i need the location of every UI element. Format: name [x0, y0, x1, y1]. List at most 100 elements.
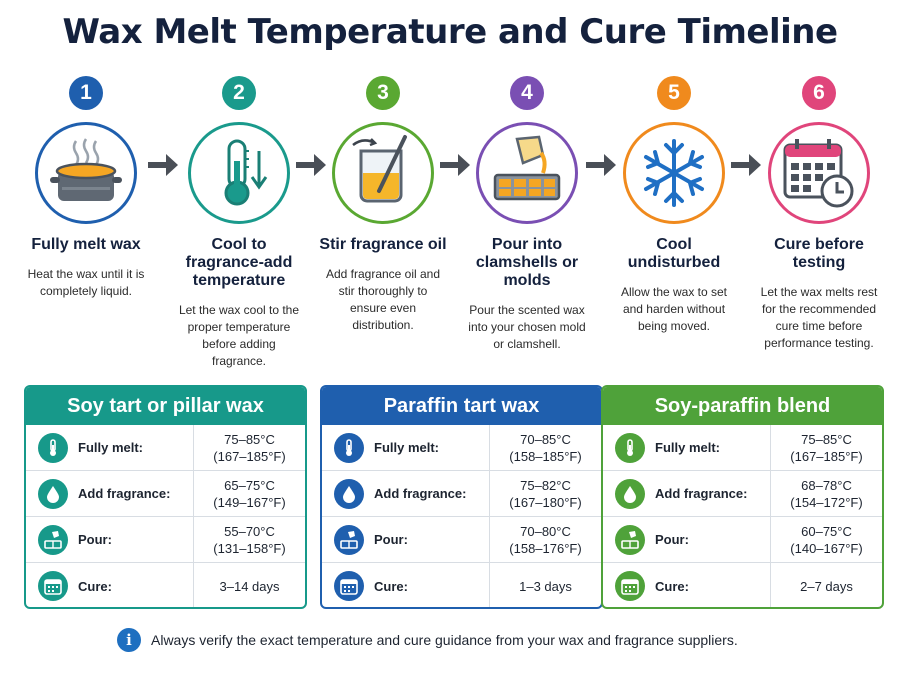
row-value: 2–7 days — [770, 563, 882, 607]
row-value: 75–85°C (167–185°F) — [193, 425, 305, 470]
pour-icon — [38, 524, 68, 555]
footer-note: i Always verify the exact temperature an… — [117, 628, 738, 652]
drop-icon — [38, 478, 68, 509]
value-celsius: 70–85°C — [520, 431, 571, 447]
calendar-icon — [334, 571, 364, 601]
value-celsius: 3–14 days — [219, 578, 280, 594]
row-label: Cure: — [374, 578, 408, 594]
card-row: Cure: 1–3 days — [322, 563, 601, 607]
value-fahrenheit: (131–158°F) — [213, 540, 286, 556]
step-description: Add fragrance oil and stir thoroughly to… — [325, 267, 441, 332]
thermometer-icon — [334, 432, 364, 463]
value-celsius: 70–80°C — [520, 523, 571, 539]
arrow-right-icon — [148, 154, 178, 176]
row-value: 75–82°C (167–180°F) — [489, 471, 601, 516]
row-value: 70–85°C (158–185°F) — [489, 425, 601, 470]
step-number: 6 — [802, 76, 836, 110]
step-title: Stir fragrance oil — [319, 236, 447, 253]
card-row: Fully melt: 75–85°C (167–185°F) — [26, 425, 305, 471]
step-1: 1 Fully melt wax Heat the wax until it i… — [21, 76, 151, 300]
card-row: Cure: 3–14 days — [26, 563, 305, 607]
value-fahrenheit: (140–167°F) — [790, 540, 863, 556]
step-description: Pour the scented wax into your chosen mo… — [468, 303, 586, 351]
card-row: Pour: 60–75°C (140–167°F) — [603, 517, 882, 563]
step-description: Heat the wax until it is completely liqu… — [27, 267, 145, 298]
card-paraffin-wax: Paraffin tart wax Fully melt: 70–85°C (158… — [320, 385, 603, 609]
note-text: Always verify the exact temperature and … — [151, 632, 738, 648]
row-value: 3–14 days — [193, 563, 305, 607]
value-fahrenheit: (167–180°F) — [509, 494, 582, 510]
card-soy-wax: Soy tart or pillar wax Fully melt: 75–85°… — [24, 385, 307, 609]
value-celsius: 75–85°C — [801, 431, 852, 447]
value-celsius: 65–75°C — [224, 477, 275, 493]
value-fahrenheit: (154–172°F) — [790, 494, 863, 510]
value-fahrenheit: (158–185°F) — [509, 448, 582, 464]
value-celsius: 68–78°C — [801, 477, 852, 493]
row-label: Add fragrance: — [78, 486, 171, 501]
arrow-right-icon — [731, 154, 761, 176]
thermometer-icon — [224, 139, 268, 206]
value-celsius: 1–3 days — [519, 578, 572, 594]
value-celsius: 60–75°C — [801, 523, 852, 539]
arrow-right-icon — [586, 154, 616, 176]
step-number: 5 — [657, 76, 691, 110]
card-title: Paraffin tart wax — [322, 387, 601, 425]
step-title: Pour into clamshells or molds — [475, 236, 579, 289]
calendar-clock-icon — [783, 139, 854, 208]
row-value: 70–80°C (158–176°F) — [489, 517, 601, 562]
step-number: 1 — [69, 76, 103, 110]
step-icon-circle — [188, 122, 290, 224]
row-value: 55–70°C (131–158°F) — [193, 517, 305, 562]
card-row: Pour: 55–70°C (131–158°F) — [26, 517, 305, 563]
row-label: Add fragrance: — [655, 486, 748, 501]
card-row: Add fragrance: 68–78°C (154–172°F) — [603, 471, 882, 517]
card-row: Add fragrance: 65–75°C (149–167°F) — [26, 471, 305, 517]
row-label: Fully melt: — [78, 440, 144, 455]
row-value: 65–75°C (149–167°F) — [193, 471, 305, 516]
step-description: Let the wax cool to the proper temperatu… — [178, 303, 300, 368]
value-fahrenheit: (149–167°F) — [213, 494, 286, 510]
row-label: Cure: — [655, 578, 689, 594]
step-4: 4 Pour into clamshells or molds Pour the… — [462, 76, 592, 353]
info-icon: i — [117, 628, 141, 652]
step-description: Let the wax melts rest for the recommend… — [760, 285, 878, 350]
stirring-beaker-icon — [352, 135, 407, 203]
arrow-right-icon — [296, 154, 326, 176]
row-label: Fully melt: — [655, 440, 721, 455]
step-icon-circle — [768, 122, 870, 224]
step-2: 2 Cool to fragrance-add temperature Let … — [174, 76, 304, 370]
card-soy-paraffin-blend: Soy-paraffin blend Fully melt: 75–85°C (16… — [601, 385, 884, 609]
row-label: Pour: — [655, 532, 689, 547]
card-title: Soy tart or pillar wax — [26, 387, 305, 425]
snowflake-icon — [644, 139, 704, 207]
step-title: Fully melt wax — [31, 236, 141, 253]
pour-icon — [334, 524, 364, 555]
row-label: Cure: — [78, 578, 112, 594]
card-title: Soy-paraffin blend — [603, 387, 882, 425]
arrow-right-icon — [440, 154, 470, 176]
drop-icon — [615, 478, 645, 509]
step-number: 2 — [222, 76, 256, 110]
step-5: 5 Cool undisturbed Allow the wax to set … — [609, 76, 739, 335]
row-label: Pour: — [374, 532, 408, 547]
step-title: Cool undisturbed — [627, 236, 721, 271]
step-title: Cure before testing — [774, 236, 864, 271]
thermometer-icon — [615, 432, 645, 463]
pour-icon — [615, 524, 645, 555]
value-celsius: 75–82°C — [520, 477, 571, 493]
step-icon-circle — [35, 122, 137, 224]
row-label: Fully melt: — [374, 440, 440, 455]
pouring-mold-icon — [493, 135, 561, 201]
card-row: Fully melt: 70–85°C (158–185°F) — [322, 425, 601, 471]
value-fahrenheit: (158–176°F) — [509, 540, 582, 556]
row-value: 68–78°C (154–172°F) — [770, 471, 882, 516]
step-3: 3 Stir fragrance oil Add fragrance oil a… — [318, 76, 448, 334]
melting-pot-icon — [50, 138, 122, 201]
page-title: Wax Melt Temperature and Cure Timeline — [62, 12, 838, 52]
value-celsius: 2–7 days — [800, 578, 853, 594]
card-row: Fully melt: 75–85°C (167–185°F) — [603, 425, 882, 471]
step-6: 6 Cure before testing Let the wax melts … — [754, 76, 884, 352]
card-row: Add fragrance: 75–82°C (167–180°F) — [322, 471, 601, 517]
row-label: Add fragrance: — [374, 486, 467, 501]
value-fahrenheit: (167–185°F) — [790, 448, 863, 464]
